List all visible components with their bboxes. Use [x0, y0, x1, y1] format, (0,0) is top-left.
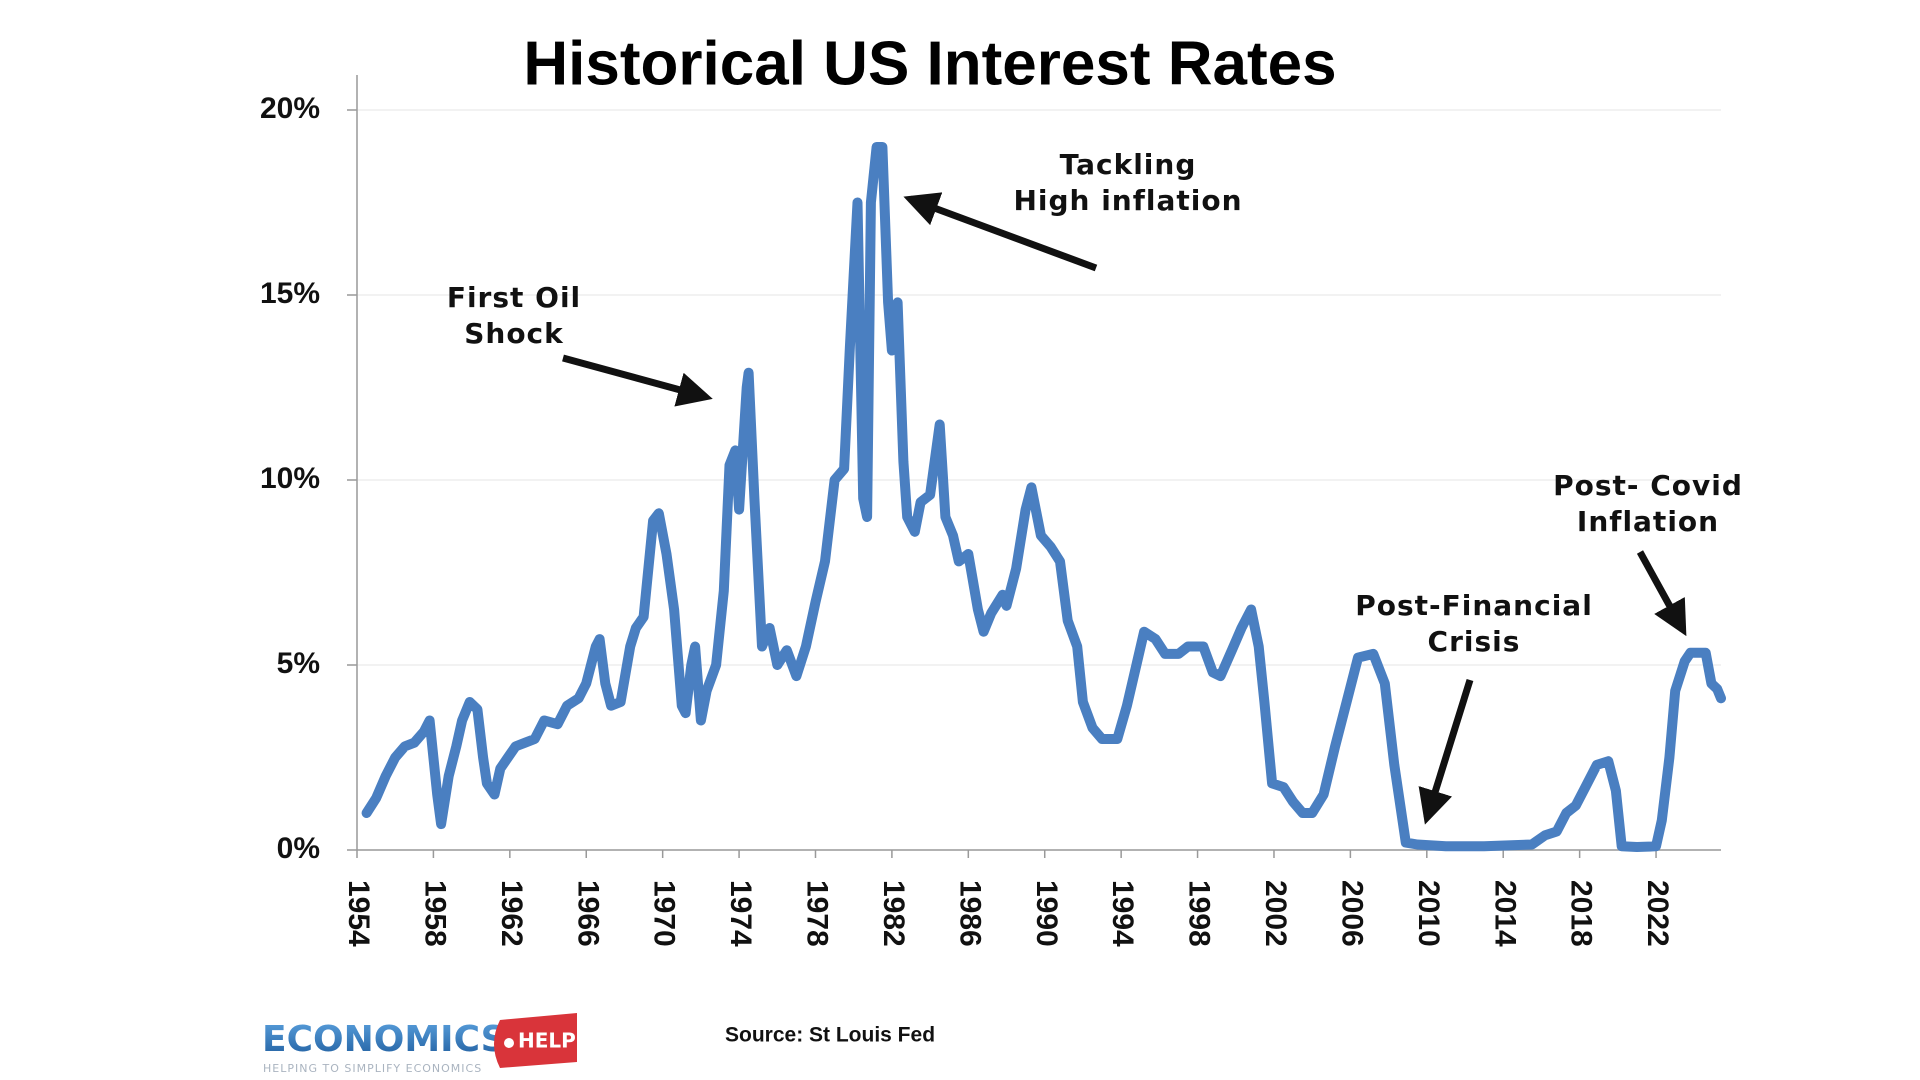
x-tick-label: 1986: [953, 880, 986, 947]
logo-badge-text: HELP: [518, 1029, 576, 1053]
arrow: [1418, 678, 1474, 825]
x-tick-label: 1990: [1030, 880, 1063, 947]
y-tick-label: 10%: [260, 462, 320, 495]
annotation: Tackling: [1060, 148, 1197, 181]
chart-title: Historical US Interest Rates: [523, 29, 1336, 98]
x-tick-label: 1974: [724, 880, 757, 947]
y-tick-label: 5%: [277, 647, 320, 680]
y-tick-label: 20%: [260, 92, 320, 125]
x-tick-label: 1998: [1183, 880, 1216, 947]
annotation: Post- Covid: [1553, 469, 1743, 502]
annotation-arrows: [562, 192, 1687, 825]
arrow: [903, 192, 1098, 272]
source: Source: St Louis Fed: [725, 1024, 935, 1047]
arrow: [1636, 550, 1687, 637]
x-tick-label: 2002: [1259, 880, 1292, 947]
logo: ECONOMICS HELP HELPING TO SIMPLIFY ECONO…: [262, 1013, 577, 1075]
logo-dot: [504, 1038, 514, 1048]
annotation: Crisis: [1428, 625, 1521, 658]
logo-tagline: HELPING TO SIMPLIFY ECONOMICS: [263, 1062, 482, 1075]
x-tick-label: 1958: [418, 880, 451, 947]
y-tick-label: 0%: [277, 832, 320, 865]
grid: [357, 109, 1721, 851]
x-tick-label: 1954: [342, 880, 375, 947]
x-tick-label: 2010: [1412, 880, 1445, 947]
x-tick-label: 1966: [571, 880, 604, 947]
x-tick-label: 2006: [1335, 880, 1368, 947]
annotation: Shock: [464, 317, 564, 350]
x-tick-label: 1982: [877, 880, 910, 947]
logo-badge: [494, 1013, 577, 1068]
annotation: High inflation: [1013, 184, 1242, 217]
logo-name: ECONOMICS: [262, 1019, 507, 1060]
x-tick-label: 2022: [1641, 880, 1674, 947]
annotation: First Oil: [447, 281, 581, 314]
x-tick-label: 1978: [801, 880, 834, 947]
x-tick-label: 1994: [1106, 880, 1139, 947]
annotation: Inflation: [1577, 505, 1719, 538]
arrow: [562, 354, 713, 407]
x-tick-label: 2014: [1488, 880, 1521, 947]
x-tick-label: 1962: [495, 880, 528, 947]
x-tick-label: 1970: [648, 880, 681, 947]
annotation: Post-Financial: [1355, 589, 1593, 622]
data-line: [361, 142, 1726, 852]
y-tick-label: 15%: [260, 277, 320, 310]
x-tick-label: 2018: [1565, 880, 1598, 947]
